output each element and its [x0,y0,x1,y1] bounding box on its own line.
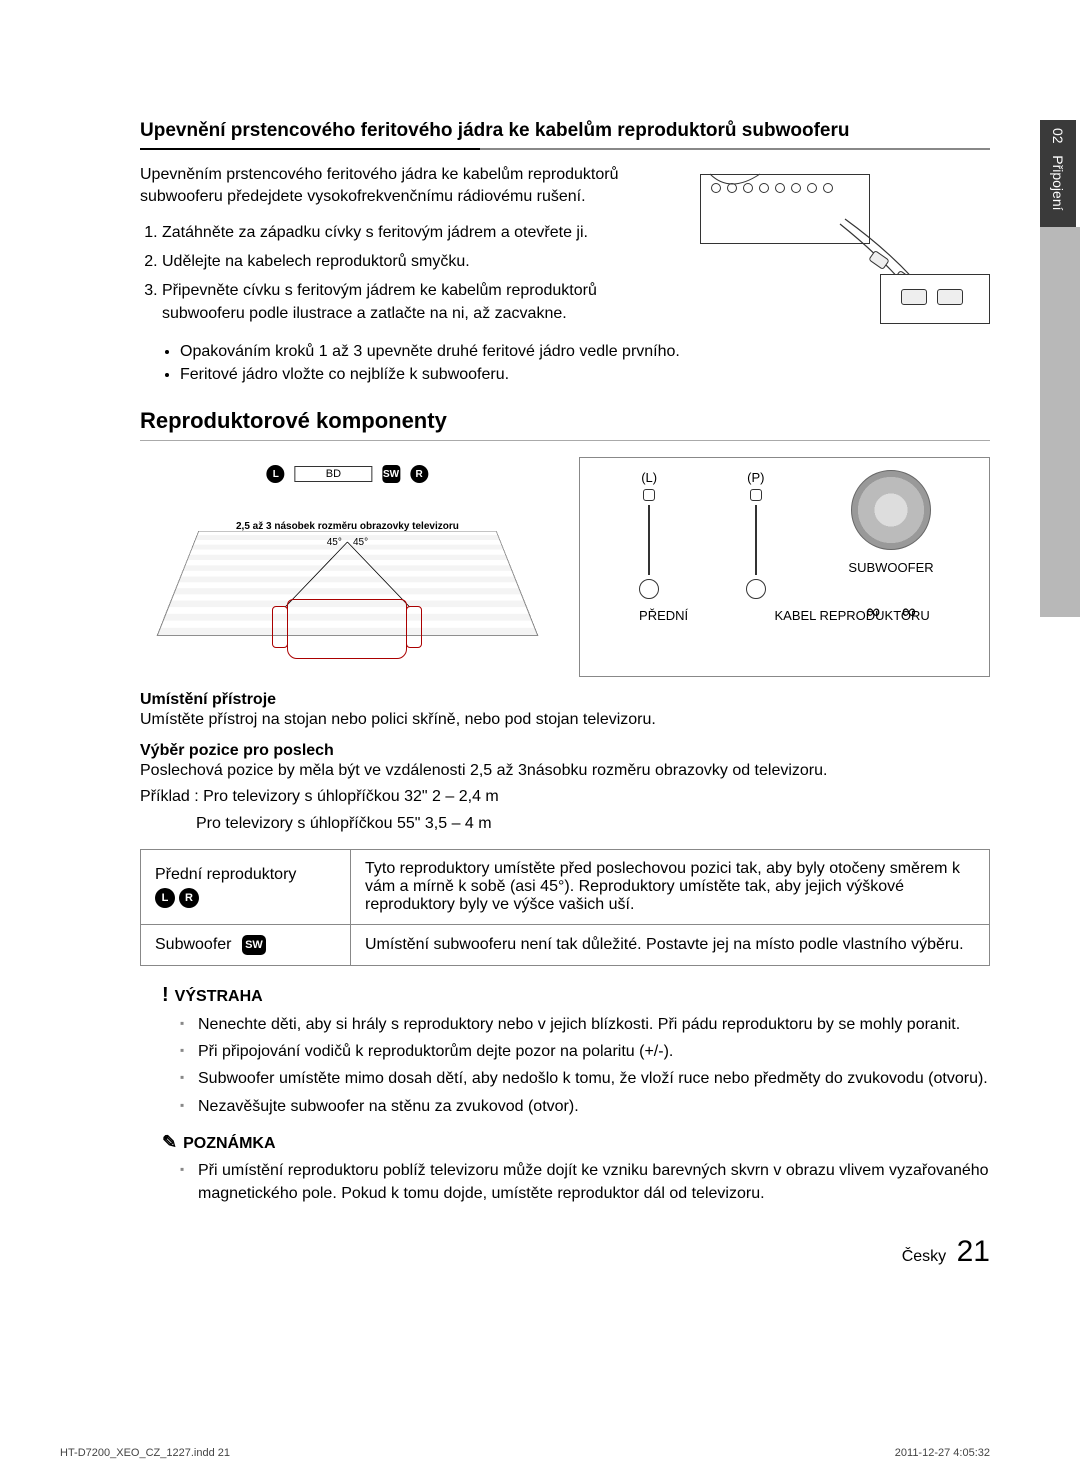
spk-base-icon [746,579,766,599]
placement-p2: Poslechová pozice by měla být ve vzdálen… [140,760,990,782]
badge-table-SW: SW [242,935,266,955]
page-content: Upevnění prstencového feritového jádra k… [0,0,1080,1329]
sofa-icon [287,599,407,659]
print-footer: HT-D7200_XEO_CZ_1227.indd 21 2011-12-27 … [60,1447,990,1459]
speaker-L-col: (L) [635,470,663,599]
comp-bottom-labels: PŘEDNÍ KABEL REPRODUKTORU [596,608,973,623]
warning-icon: ! [162,984,169,1006]
warning-list: Nenechte děti, aby si hrály s reprodukto… [180,1013,990,1118]
sub-bullets: Opakováním kroků 1 až 3 upevněte druhé f… [180,340,990,386]
spk-top-icon [643,489,655,501]
step-3-text: Připevněte cívku s feritovým jádrem ke k… [162,282,597,322]
intro-row: Upevněním prstencového feritového jádra … [140,164,990,334]
print-footer-right: 2011-12-27 4:05:32 [895,1447,990,1459]
diagram-row: L BD SW R 2,5 až 3 násobek rozměru obraz… [140,457,990,677]
sub-bullet-2: Feritové jádro vložte co nejblíže k subw… [180,363,990,386]
note-icon: ✎ [162,1132,177,1152]
footer-page-number: 21 [957,1235,990,1268]
row2-body: Umístění subwooferu není tak důležité. P… [351,924,990,965]
section1-title: Upevnění prstencového feritového jádra k… [140,120,990,150]
print-footer-left: HT-D7200_XEO_CZ_1227.indd 21 [60,1447,230,1459]
table-row: Přední reproduktory L R Tyto reproduktor… [141,849,990,924]
spk-stick-icon [648,505,650,575]
speaker-table: Přední reproduktory L R Tyto reproduktor… [140,849,990,966]
room-layout-diagram: L BD SW R 2,5 až 3 násobek rozměru obraz… [140,457,555,677]
spk-L-label: (L) [641,470,657,485]
step-3: Připevněte cívku s feritovým jádrem ke k… [162,279,670,325]
intro-text-block: Upevněním prstencového feritového jádra … [140,164,670,334]
steps-list: Zatáhněte za západku cívky s feritovým j… [162,221,670,326]
placement-ex2: Pro televizory s úhlopříčkou 55" 3,5 – 4… [196,813,990,835]
zoom-ferrite-2 [937,289,963,305]
subwoofer-icon [851,470,931,550]
subwoofer-col: SUBWOOFER [848,470,933,621]
step-1: Zatáhněte za západku cívky s feritovým j… [162,221,670,244]
placement-ex: Příklad : Pro televizory s úhlopříčkou 3… [140,786,990,808]
intro-paragraph: Upevněním prstencového feritového jádra … [140,164,670,209]
zoom-detail-box [880,274,990,324]
footer-lang: Česky 21 [140,1235,990,1269]
warning-heading: ! VÝSTRAHA [162,984,990,1007]
row1-body: Tyto reproduktory umístěte před poslecho… [351,849,990,924]
ferrite-diagram [690,164,990,334]
note-heading: ✎ POZNÁMKA [162,1132,990,1153]
note-title-text: POZNÁMKA [183,1135,275,1152]
spk-base-icon [639,579,659,599]
row2-header: Subwoofer [155,936,232,953]
warn-item-3: Subwoofer umístěte mimo dosah dětí, aby … [180,1067,990,1090]
step-2-text: Udělejte na kabelech reproduktorů smyčku… [162,253,470,270]
cable-coil-icon [876,607,906,621]
note-item-1: Při umístění reproduktoru poblíž televiz… [180,1159,990,1205]
section2-title: Reproduktorové komponenty [140,408,990,441]
warning-title-text: VÝSTRAHA [175,988,263,1005]
spk-P-label: (P) [747,470,764,485]
lr-badges: L R [155,888,199,908]
row1-header-cell: Přední reproduktory L R [141,849,351,924]
step-2: Udělejte na kabelech reproduktorů smyčku… [162,250,670,273]
spk-top-icon [750,489,762,501]
badge-table-R: R [179,888,199,908]
warn-item-2: Při připojování vodičů k reproduktorům d… [180,1040,990,1063]
sub-bullet-1: Opakováním kroků 1 až 3 upevněte druhé f… [180,340,990,363]
components-diagram: (L) (P) SUBWOOFER PŘEDNÍ [579,457,990,677]
row2-header-cell: Subwoofer SW [141,924,351,965]
footer-lang-text: Česky [902,1248,946,1265]
warn-item-4: Nezavěšujte subwoofer na stěnu za zvukov… [180,1095,990,1118]
subwoofer-label: SUBWOOFER [848,560,933,575]
spk-stick-icon [755,505,757,575]
table-row: Subwoofer SW Umístění subwooferu není ta… [141,924,990,965]
zoom-ferrite-1 [901,289,927,305]
comp-grid: (L) (P) SUBWOOFER [596,470,973,600]
badge-table-L: L [155,888,175,908]
placement-h2: Výběr pozice pro poslech [140,742,990,760]
front-label: PŘEDNÍ [639,608,688,623]
warn-item-1: Nenechte děti, aby si hrály s reprodukto… [180,1013,990,1036]
speaker-P-col: (P) [742,470,770,599]
placement-h1: Umístění přístroje [140,691,990,709]
note-list: Při umístění reproduktoru poblíž televiz… [180,1159,990,1205]
row1-header: Přední reproduktory [155,866,296,883]
step-1-text: Zatáhněte za západku cívky s feritovým j… [162,224,588,241]
placement-p1: Umístěte přístroj na stojan nebo polici … [140,709,990,731]
